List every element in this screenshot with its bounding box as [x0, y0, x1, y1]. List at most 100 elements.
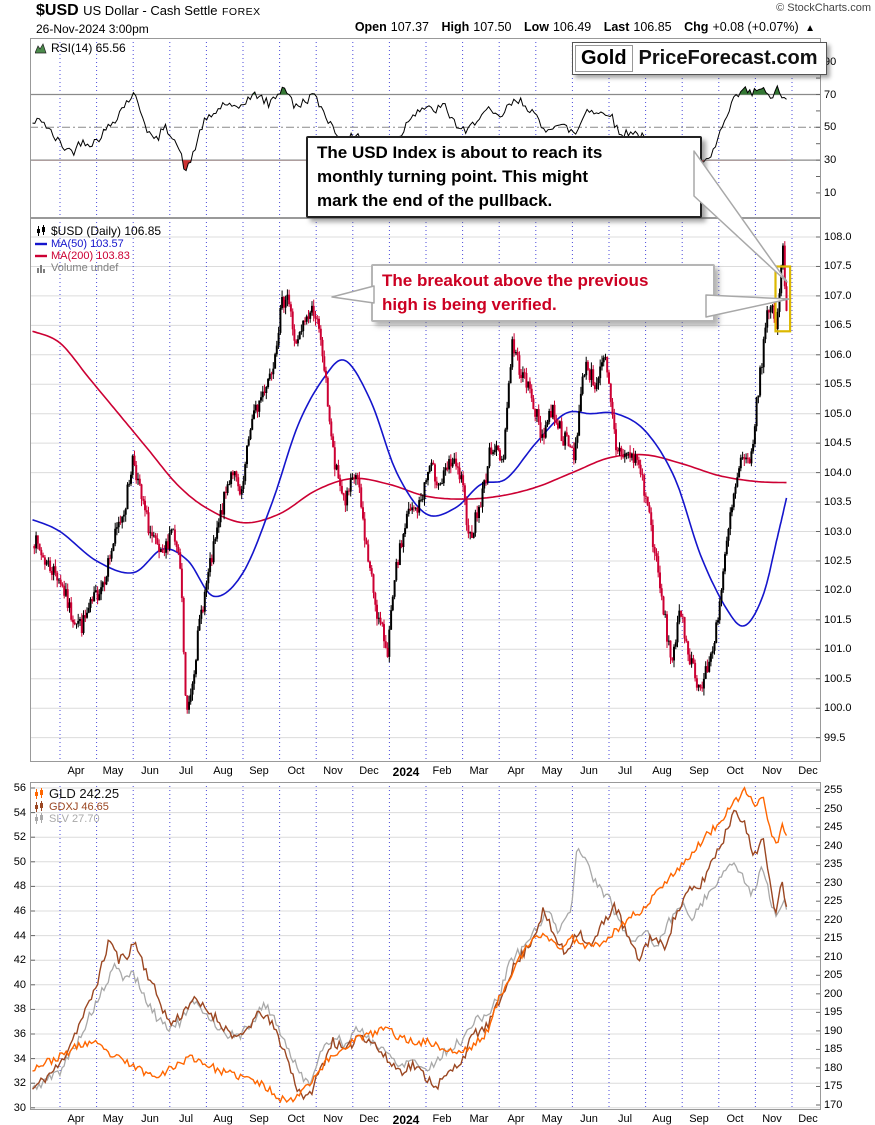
price-axis-label: 100.0	[824, 702, 852, 714]
goldpriceforecast-logo: Gold PriceForecast.com	[572, 42, 827, 75]
price-axis-label: 99.5	[824, 732, 846, 744]
month-label: Dec	[359, 1113, 379, 1125]
month-label: Jul	[178, 765, 194, 777]
volume-bars-icon	[37, 265, 45, 273]
rsi-axis-label: 50	[824, 121, 837, 133]
comparison-right-axis-label: 255	[824, 784, 843, 796]
comparison-left-axis-label: 32	[13, 1077, 26, 1089]
rsi-axis-label: 10	[824, 187, 837, 199]
annotation-box-2: The breakout above the previous high is b…	[371, 264, 715, 322]
month-label: Feb	[432, 765, 452, 777]
month-label: Aug	[652, 1113, 672, 1125]
comparison-right-axis-label: 225	[824, 895, 843, 907]
comparison-right-axis-label: 170	[824, 1099, 843, 1111]
month-label: Sep	[689, 1113, 709, 1125]
price-axis-label: 104.5	[824, 437, 852, 449]
month-label: Jul	[617, 1113, 633, 1125]
annotation-line: The breakout above the previous	[382, 271, 649, 290]
month-label: Apr	[67, 1113, 85, 1125]
price-axis-label: 104.0	[824, 467, 852, 479]
comparison-right-axis-label: 210	[824, 951, 843, 963]
symbol: $USD	[36, 2, 79, 19]
low-value: 106.49	[552, 20, 592, 34]
comparison-left-axis-label: 36	[13, 1028, 26, 1040]
comparison-left-axis-label: 56	[13, 782, 26, 794]
comparison-left-axis-label: 40	[13, 979, 26, 991]
month-label: Mar	[469, 765, 489, 777]
comparison-left-axis-label: 52	[13, 831, 26, 843]
rsi-axis-label: 30	[824, 154, 837, 166]
logo-gold-text: Gold	[575, 45, 633, 72]
chg-value: +0.08 (+0.07%)	[712, 20, 799, 34]
price-axis-label: 102.5	[824, 555, 852, 567]
legend-label: SLV 27.70	[49, 813, 100, 825]
line-icon	[35, 254, 47, 258]
comparison-right-axis-label: 250	[824, 803, 843, 815]
candlestick-icon	[35, 813, 43, 824]
last-label: Last	[603, 20, 630, 34]
comparison-right-axis-label: 230	[824, 877, 843, 889]
price-axis-label: 106.0	[824, 349, 852, 361]
month-label: Sep	[249, 1113, 269, 1125]
rsi-axis-label: 90	[824, 56, 837, 68]
high-value: 107.50	[473, 20, 512, 34]
month-label: Oct	[726, 765, 744, 777]
month-label: Nov	[762, 765, 782, 777]
exchange-label: FOREX	[221, 6, 261, 18]
legend-label: RSI(14) 65.56	[51, 41, 126, 55]
comparison-right-axis-label: 175	[824, 1080, 843, 1092]
price-axis-label: 102.0	[824, 584, 852, 596]
month-label: Dec	[798, 765, 818, 777]
comparison-right-axis-label: 180	[824, 1062, 843, 1074]
legend-label: MA(50) 103.57	[51, 238, 124, 250]
symbol-description: US Dollar - Cash Settle	[83, 3, 218, 18]
month-label: Aug	[652, 765, 672, 777]
price-axis-label: 105.0	[824, 408, 852, 420]
month-label: 2024	[392, 765, 420, 779]
logo-priceforecast-text: PriceForecast.com	[638, 47, 818, 69]
open-label: Open	[354, 20, 387, 34]
month-label: Dec	[798, 1113, 818, 1125]
month-label: Oct	[287, 765, 305, 777]
price-axis-label: 103.5	[824, 496, 852, 508]
month-label: May	[541, 1113, 563, 1125]
price-axis-label: 106.5	[824, 319, 852, 331]
month-label: Jul	[617, 765, 633, 777]
month-label: Nov	[323, 765, 343, 777]
comparison-right-axis-label: 200	[824, 988, 843, 1000]
legend-item: GDXJ 46.65	[33, 801, 119, 813]
month-label: Apr	[67, 765, 85, 777]
line-icon	[35, 242, 47, 246]
change-up-triangle-icon: ▲	[805, 23, 815, 34]
legend-item: $USD (Daily) 106.85	[35, 224, 161, 238]
x-axis-months-middle: Apr May Jun Jul Aug Sep Oct Nov Dec 2024 Feb Mar Apr…	[0, 762, 875, 782]
price-axis-label: 107.0	[824, 290, 852, 302]
candlestick-icon	[35, 801, 43, 812]
month-label: Feb	[432, 1113, 452, 1125]
month-label: 2024	[392, 1113, 420, 1125]
legend-item: MA(200) 103.83	[35, 250, 161, 262]
comparison-left-axis-label: 30	[13, 1102, 26, 1114]
month-label: Jun	[580, 765, 598, 777]
legend-label: GLD 242.25	[49, 786, 120, 801]
last-value: 106.85	[633, 20, 672, 34]
annotation-line: mark the end of the pullback.	[317, 191, 553, 210]
comparison-right-axis-label: 240	[824, 840, 843, 852]
high-label: High	[441, 20, 470, 34]
month-label: Oct	[726, 1113, 744, 1125]
month-label: Jun	[141, 1113, 159, 1125]
stockcharts-copyright: © StockCharts.com	[776, 2, 871, 14]
low-label: Low	[523, 20, 549, 34]
month-label: May	[541, 765, 563, 777]
annotation-line: The USD Index is about to reach its	[317, 143, 603, 162]
price-axis-label: 107.5	[824, 260, 852, 272]
chart-header: $USD US Dollar - Cash Settle FOREX 26-No…	[36, 2, 261, 36]
price-legend: $USD (Daily) 106.85 MA(50) 103.57 MA(200) …	[35, 224, 161, 274]
comparison-legend: GLD 242.25 GDXJ 46.65 SLV 27.70	[33, 786, 119, 825]
chart-title: $USD US Dollar - Cash Settle FOREX	[36, 2, 261, 20]
month-label: Apr	[507, 1113, 525, 1125]
legend-label: MA(200) 103.83	[51, 250, 130, 262]
quote-bar: Open 107.37 High 107.50 Low 106.49 Last 106.…	[346, 20, 815, 34]
comparison-right-axis-label: 205	[824, 969, 843, 981]
